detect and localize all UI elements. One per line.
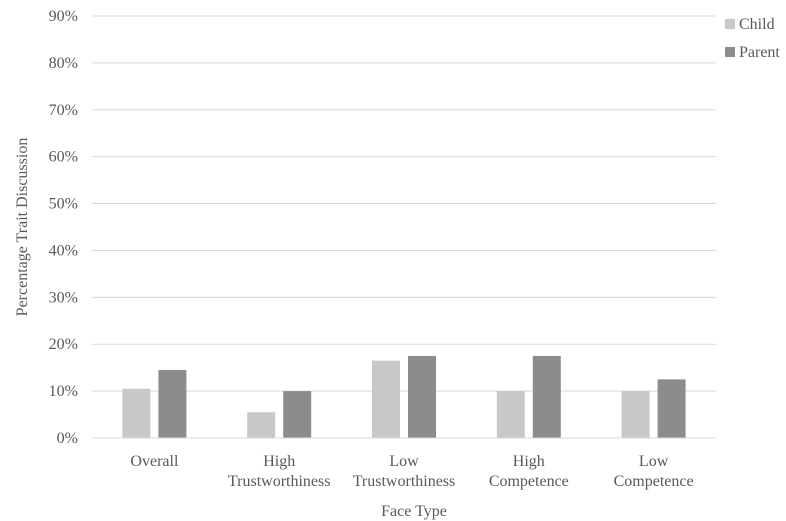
bars [122, 355, 686, 438]
legend-label-child: Child [739, 16, 775, 33]
bar-parent-4 [657, 379, 686, 438]
legend-swatch-parent [725, 47, 735, 57]
x-tick-label: Trustworthiness [228, 473, 331, 490]
x-tick-label: Trustworthiness [353, 473, 456, 490]
bar-child-2 [372, 360, 400, 438]
bar-parent-1 [283, 391, 312, 438]
gridlines [92, 15, 716, 392]
legend: Child Parent [725, 16, 780, 61]
y-tick-label: 30% [49, 289, 78, 306]
y-tick-label: 80% [49, 55, 78, 72]
bar-child-0 [122, 388, 151, 438]
bar-child-4 [621, 391, 650, 438]
y-tick-label: 20% [49, 336, 78, 353]
x-tick-label: High [263, 453, 295, 470]
bar-child-3 [496, 391, 525, 438]
y-tick-label: 0% [57, 430, 78, 447]
x-tick-label: Overall [130, 453, 179, 470]
legend-swatch-child [725, 19, 735, 29]
x-tick-label: Competence [489, 473, 569, 490]
x-tick-label: Low [389, 453, 419, 470]
y-tick-label: 40% [49, 242, 78, 259]
x-tick-label: Competence [614, 473, 694, 490]
x-tick-label: High [513, 453, 545, 470]
x-tick-label: Low [639, 453, 669, 470]
y-tick-label: 60% [49, 149, 78, 166]
y-tick-label: 50% [49, 196, 78, 213]
y-axis-label: Percentage Trait Discussion [14, 138, 31, 317]
x-axis-ticks: Overall High Trustworthiness Low Trustworthi… [130, 453, 693, 490]
bar-parent-3 [532, 355, 561, 438]
legend-label-parent: Parent [739, 44, 780, 61]
bar-child-1 [247, 412, 276, 438]
y-tick-label: 70% [49, 102, 78, 119]
y-tick-label: 90% [49, 8, 78, 25]
bar-parent-2 [408, 355, 436, 438]
y-axis-ticks: 0% 10% 20% 30% 40% 50% 60% 70% 80% 90% [49, 8, 78, 447]
bar-parent-0 [158, 370, 187, 438]
x-axis-label: Face Type [381, 503, 447, 520]
y-tick-label: 10% [49, 383, 78, 400]
